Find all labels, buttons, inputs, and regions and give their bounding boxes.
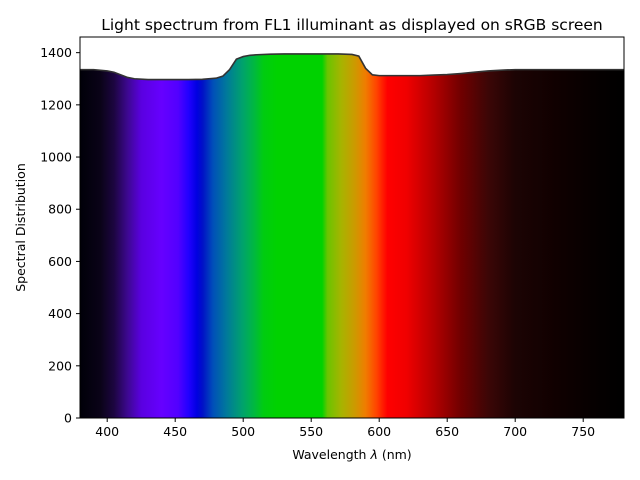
x-tick-label-700: 700 — [503, 424, 527, 439]
y-tick-label-0: 0 — [64, 411, 72, 426]
y-tick-label-1200: 1200 — [40, 97, 72, 112]
y-tick-label-1000: 1000 — [40, 150, 72, 165]
x-tick-label-550: 550 — [299, 424, 323, 439]
x-tick-label-450: 450 — [163, 424, 187, 439]
x-axis: 400 450 500 550 600 650 700 750 — [95, 418, 595, 439]
y-tick-label-200: 200 — [48, 358, 72, 373]
y-tick-label-400: 400 — [48, 306, 72, 321]
x-tick-label-600: 600 — [367, 424, 391, 439]
y-tick-label-800: 800 — [48, 202, 72, 217]
y-tick-label-600: 600 — [48, 254, 72, 269]
y-tick-label-1400: 1400 — [40, 45, 72, 60]
x-tick-label-750: 750 — [571, 424, 595, 439]
y-axis-label: Spectral Distribution — [13, 163, 28, 292]
spectrum-curve — [80, 53, 624, 81]
x-tick-label-400: 400 — [95, 424, 119, 439]
x-axis-label: Wavelength λ (nm) — [292, 447, 411, 462]
chart-title: Light spectrum from FL1 illuminant as di… — [101, 16, 603, 34]
x-tick-label-500: 500 — [231, 424, 255, 439]
x-tick-label-650: 650 — [435, 424, 459, 439]
plot-frame — [79, 36, 625, 419]
y-axis: 0 200 400 600 800 1000 1200 1400 — [40, 45, 80, 426]
spectrum-area — [80, 53, 624, 419]
